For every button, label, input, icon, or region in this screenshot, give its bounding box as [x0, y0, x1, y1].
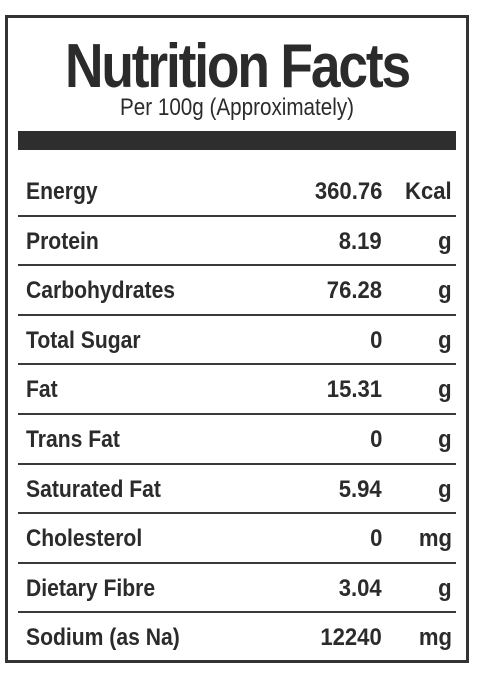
header-divider-bar [18, 131, 456, 150]
label-subtitle: Per 100g (Approximately) [119, 94, 355, 121]
nutrient-value: 76.28 [326, 277, 382, 305]
nutrient-unit: Kcal [405, 178, 452, 205]
nutrient-value: 0 [369, 425, 382, 453]
nutrient-value: 5.94 [339, 475, 382, 503]
nutrient-value: 0 [369, 326, 382, 354]
nutrient-value: 12240 [320, 624, 382, 652]
nutrient-table: Energy 360.76 Kcal Protein 8.19 g Carboh… [18, 167, 456, 663]
nutrient-row-fat: Fat 15.31 g [18, 365, 456, 415]
nutrient-unit: mg [418, 525, 452, 553]
label-title: Nutrition Facts [65, 32, 411, 101]
nutrient-value: 0 [369, 525, 382, 553]
nutrient-unit: g [438, 227, 452, 255]
nutrient-row-dietary-fibre: Dietary Fibre 3.04 g [18, 564, 456, 614]
nutrient-value: 15.31 [326, 376, 382, 404]
nutrient-unit: g [438, 574, 452, 602]
nutrient-name: Cholesterol [26, 525, 143, 553]
nutrient-row-protein: Protein 8.19 g [18, 217, 456, 267]
nutrient-unit: g [438, 326, 452, 354]
nutrition-label: Nutrition Facts Per 100g (Approximately)… [5, 15, 469, 663]
nutrient-row-energy: Energy 360.76 Kcal [18, 167, 456, 217]
nutrient-name: Total Sugar [26, 326, 141, 354]
nutrient-name: Carbohydrates [26, 277, 176, 305]
nutrient-value: 8.19 [339, 227, 382, 255]
nutrient-unit: mg [418, 624, 452, 652]
nutrient-unit: g [438, 277, 452, 305]
nutrient-name: Trans Fat [26, 425, 120, 453]
nutrient-row-carbohydrates: Carbohydrates 76.28 g [18, 266, 456, 316]
nutrient-row-sodium: Sodium (as Na) 12240 mg [18, 613, 456, 663]
nutrient-value: 3.04 [339, 574, 382, 602]
nutrient-unit: g [438, 376, 452, 404]
nutrient-name: Protein [26, 227, 99, 255]
nutrient-name: Saturated Fat [26, 475, 161, 503]
nutrient-row-cholesterol: Cholesterol 0 mg [18, 514, 456, 564]
nutrient-unit: g [438, 475, 452, 503]
nutrient-row-trans-fat: Trans Fat 0 g [18, 415, 456, 465]
nutrient-value: 360.76 [314, 178, 382, 205]
nutrient-row-saturated-fat: Saturated Fat 5.94 g [18, 465, 456, 515]
nutrient-name: Dietary Fibre [26, 574, 156, 602]
nutrient-name: Sodium (as Na) [26, 624, 180, 652]
nutrient-row-total-sugar: Total Sugar 0 g [18, 316, 456, 366]
nutrient-unit: g [438, 425, 452, 453]
nutrient-name: Fat [26, 376, 58, 404]
nutrient-name: Energy [26, 178, 98, 205]
